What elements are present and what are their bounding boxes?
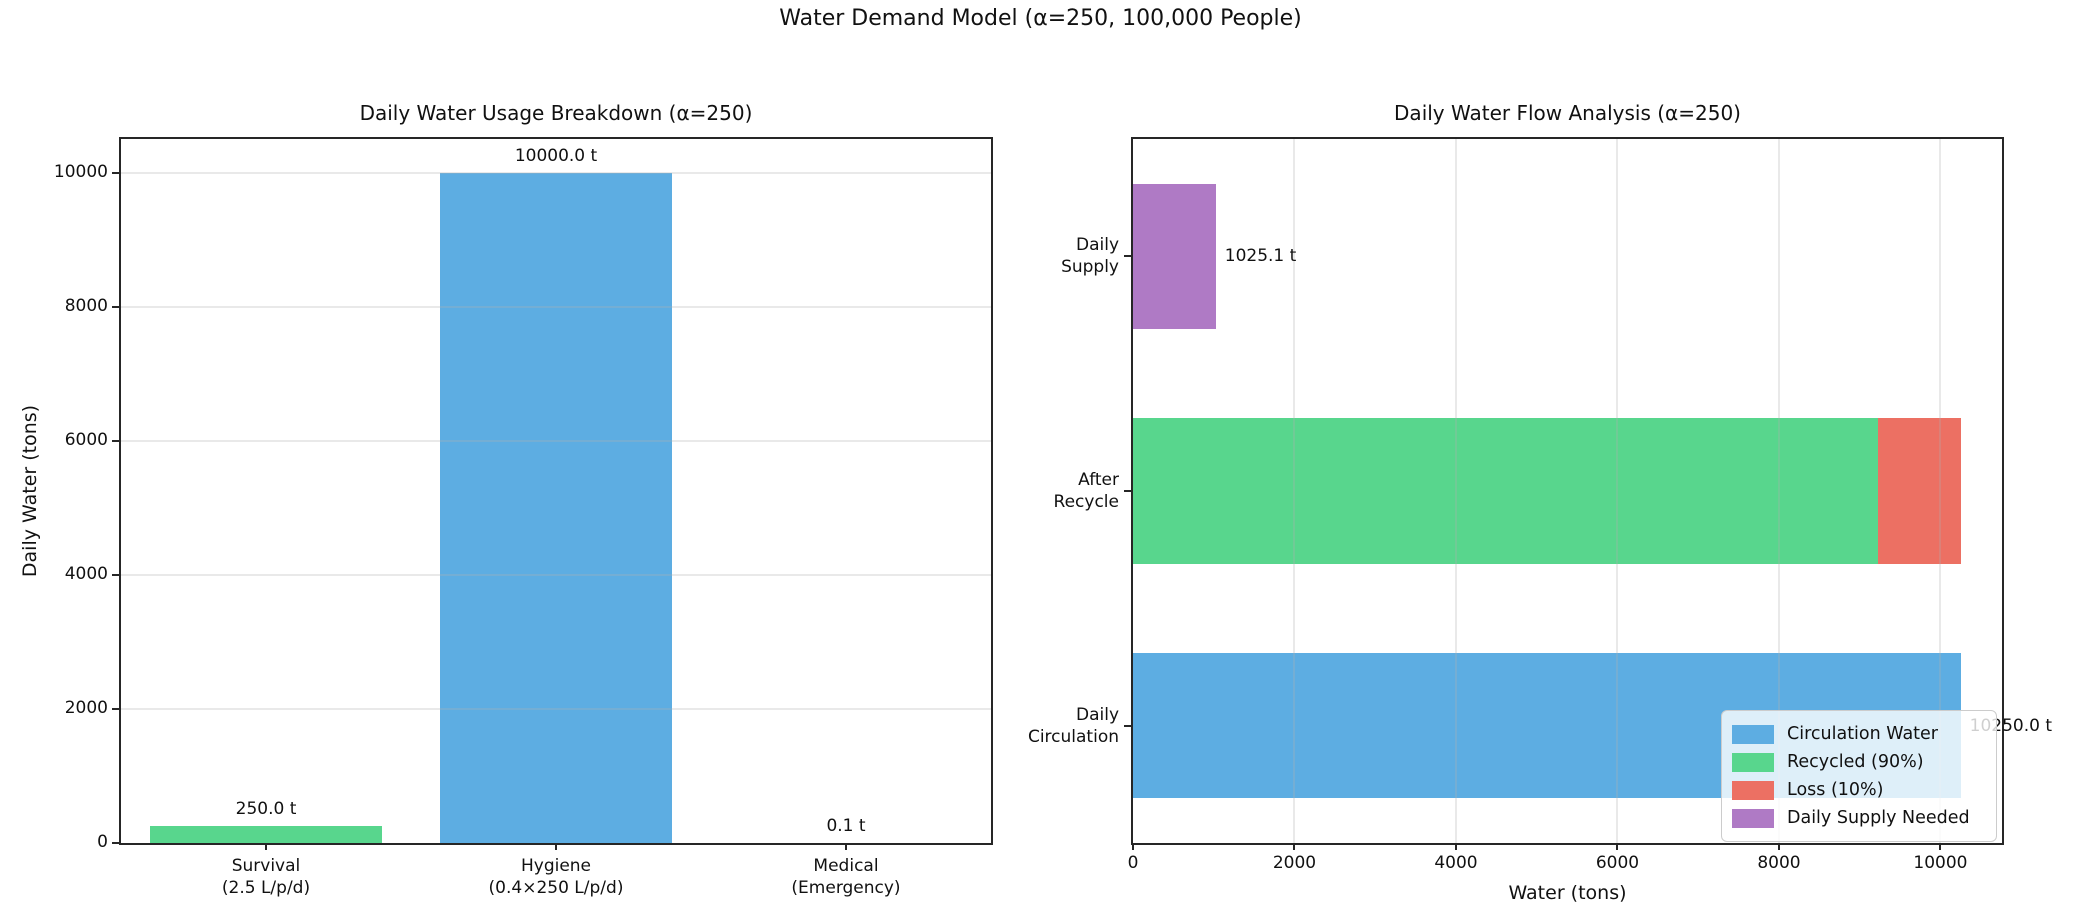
gridline (1616, 139, 1619, 843)
gridline (121, 305, 991, 308)
x-tick-label: 6000 (1595, 853, 1640, 873)
x-tick-mark (555, 843, 557, 850)
x-tick-label: 0 (1127, 853, 1139, 873)
y-tick-mark (112, 573, 119, 576)
x-tick-label: Survival (2.5 L/p/d) (221, 856, 311, 898)
y-tick-mark (1124, 490, 1131, 492)
legend-label: Loss (10%) (1787, 780, 1884, 800)
legend-item: Loss (10%) (1732, 776, 1984, 804)
x-tick-mark (1777, 843, 1780, 850)
x-tick-label: 10000 (1913, 853, 1968, 873)
x-tick-mark (1454, 843, 1457, 850)
x-tick-label: 8000 (1757, 853, 1801, 873)
y-tick-label: 4000 (64, 563, 108, 584)
left-chart-title: Daily Water Usage Breakdown (α=250) (359, 101, 753, 125)
legend-swatch (1732, 752, 1774, 772)
gridline (121, 439, 991, 442)
y-tick-label: 2000 (64, 697, 108, 718)
bar-value-label: 1025.1 t (1224, 246, 1297, 267)
legend-label: Recycled (90%) (1787, 752, 1924, 772)
gridline (121, 573, 991, 576)
y-tick-label: After Recycle (1053, 470, 1119, 512)
x-tick-mark (1132, 843, 1134, 850)
y-tick-label: 6000 (64, 429, 108, 450)
legend-swatch (1732, 808, 1774, 828)
right-chart-bars-layer: 0 2000 4000 6000 8000 10000 1025.1 t Daily Supp… (1028, 139, 2052, 873)
y-tick-mark (112, 171, 119, 174)
x-tick-label: 2000 (1272, 853, 1317, 873)
x-tick-mark (1293, 843, 1296, 850)
bar-value-label: 0.1 t (826, 815, 866, 836)
legend-item: Recycled (90%) (1732, 748, 1984, 776)
x-tick-mark (1616, 843, 1619, 850)
legend-label: Circulation Water (1787, 724, 1939, 744)
bar-1 (150, 826, 382, 843)
legend-item: Daily Supply Needed (1732, 804, 1984, 832)
y-tick-label: 8000 (64, 295, 108, 316)
legend-item: Circulation Water (1732, 720, 1984, 748)
y-tick-mark (1124, 724, 1131, 727)
gridline (1777, 139, 1780, 843)
legend: Circulation Water Recycled (90%) Loss (10%… (1721, 710, 1997, 842)
y-tick-label: Daily Supply (1061, 235, 1119, 278)
legend-swatch (1732, 724, 1774, 744)
bar-segment-recycled-90- (1133, 418, 1878, 564)
y-tick-mark (112, 305, 119, 308)
gridline (121, 707, 991, 710)
bar-2 (440, 172, 672, 843)
gridline (1454, 139, 1457, 843)
x-tick-label: Hygiene (0.4×250 L/p/d) (488, 856, 624, 898)
bar-value-label: 250.0 t (235, 799, 297, 820)
x-tick-label: Medical (Emergency) (791, 856, 901, 898)
y-tick-mark (112, 707, 119, 710)
y-tick-label: 0 (97, 832, 108, 852)
legend-label: Daily Supply Needed (1787, 808, 1970, 828)
x-tick-mark (845, 843, 847, 850)
bar-segment-loss-10- (1877, 418, 1961, 564)
x-tick-label: 4000 (1434, 853, 1478, 873)
right-chart-x-axis-label: Water (tons) (1508, 882, 1627, 904)
y-tick-mark (112, 842, 119, 844)
right-chart-plot-area: 0 2000 4000 6000 8000 10000 1025.1 t Daily Supp… (1028, 137, 2052, 873)
bar-value-label: 10000.0 t (514, 145, 598, 166)
y-tick-label: 10000 (53, 161, 108, 182)
x-tick-mark (1939, 843, 1942, 850)
left-chart-plot-area: 0 2000 4000 6000 8000 10000 250.0 t Survival (2… (54, 137, 993, 898)
y-tick-mark (1124, 255, 1131, 258)
legend-swatch (1732, 780, 1774, 800)
bar-segment-daily-supply-needed (1133, 183, 1216, 330)
gridline (1939, 139, 1942, 843)
y-tick-label: Daily Circulation (1027, 704, 1119, 747)
left-chart-bars-layer: 0 2000 4000 6000 8000 10000 250.0 t Survival (2… (54, 139, 991, 898)
gridline (1293, 139, 1296, 843)
right-chart-title: Daily Water Flow Analysis (α=250) (1394, 101, 1741, 125)
figure-title: Water Demand Model (α=250, 100,000 Peopl… (779, 6, 1302, 31)
y-tick-mark (112, 439, 119, 442)
gridline (121, 171, 991, 174)
x-tick-mark (265, 843, 267, 850)
